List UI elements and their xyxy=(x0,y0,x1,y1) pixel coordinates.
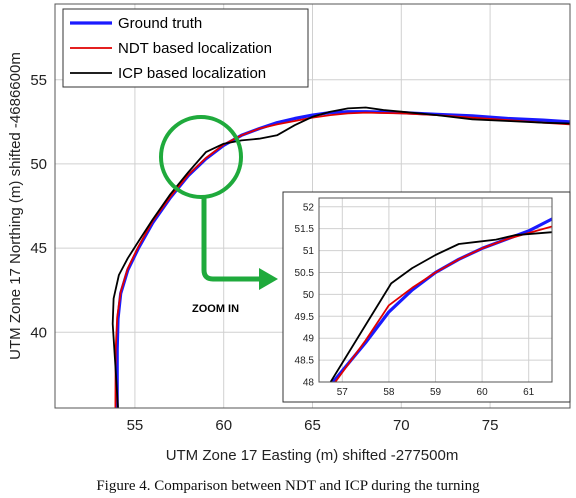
main-y-tick-label: 50 xyxy=(30,156,47,173)
inset-y-tick-label: 50 xyxy=(303,290,315,301)
zoom-arrow-shaft xyxy=(201,197,262,282)
inset-y-tick-label: 52 xyxy=(303,202,315,213)
inset-x-tick-label: 58 xyxy=(383,387,395,398)
inset-y-tick-label: 48 xyxy=(303,378,315,389)
main-series-group xyxy=(111,106,570,408)
inset-x-tick-labels: 57 58 59 60 61 xyxy=(337,387,535,398)
zoom-annotation: ZOOM IN xyxy=(159,115,278,315)
y-axis-label: UTM Zone 17 Northing (m) shifted -468660… xyxy=(7,52,24,360)
main-y-tick-label: 55 xyxy=(30,72,47,89)
main-y-tick-labels: 40 45 50 55 xyxy=(30,72,47,342)
inset-y-tick-labels: 48 48.5 49 49.5 50 50.5 51 51.5 52 xyxy=(295,202,315,388)
inset-plot: 57 58 59 60 61 48 48.5 49 49.5 50 50.5 51 51.5 52 xyxy=(282,191,571,403)
main-x-tick-label: 55 xyxy=(127,417,144,434)
legend-label-ndt: NDT based localization xyxy=(118,40,272,57)
zoom-arrow-head xyxy=(259,268,278,290)
inset-y-tick-label: 49.5 xyxy=(295,312,315,323)
main-x-tick-label: 70 xyxy=(393,417,410,434)
inset-x-tick-label: 57 xyxy=(337,387,349,398)
x-axis-label: UTM Zone 17 Easting (m) shifted -277500m xyxy=(166,447,459,464)
inset-x-tick-label: 60 xyxy=(477,387,489,398)
main-series-icp-based-localization xyxy=(111,106,570,408)
zoom-circle xyxy=(159,115,243,199)
inset-x-tick-label: 61 xyxy=(523,387,535,398)
inset-series-ndt-based-localization xyxy=(334,225,552,382)
zoom-in-label: ZOOM IN xyxy=(192,303,239,315)
legend: Ground truth NDT based localization ICP … xyxy=(62,8,309,88)
inset-y-tick-label: 48.5 xyxy=(295,356,315,367)
inset-y-tick-label: 51 xyxy=(303,246,315,257)
inset-axes-frame xyxy=(318,197,553,383)
inset-x-tick-label: 59 xyxy=(430,387,442,398)
inset-y-tick-label: 49 xyxy=(303,334,315,345)
inset-series-group xyxy=(329,217,552,382)
legend-label-icp: ICP based localization xyxy=(118,65,266,82)
inset-series-icp-based-localization xyxy=(329,231,552,382)
inset-background xyxy=(282,191,571,403)
figure-caption: Figure 4. Comparison between NDT and ICP… xyxy=(96,478,480,494)
main-x-tick-label: 75 xyxy=(482,417,499,434)
inset-y-tick-label: 51.5 xyxy=(295,224,315,235)
main-x-tick-labels: 55 60 65 70 75 xyxy=(127,417,499,434)
main-y-tick-label: 45 xyxy=(30,240,47,257)
inset-y-tick-label: 50.5 xyxy=(295,268,315,279)
main-y-tick-label: 40 xyxy=(30,324,47,341)
main-x-tick-label: 65 xyxy=(304,417,321,434)
legend-label-ground-truth: Ground truth xyxy=(118,15,202,32)
main-x-tick-label: 60 xyxy=(215,417,232,434)
